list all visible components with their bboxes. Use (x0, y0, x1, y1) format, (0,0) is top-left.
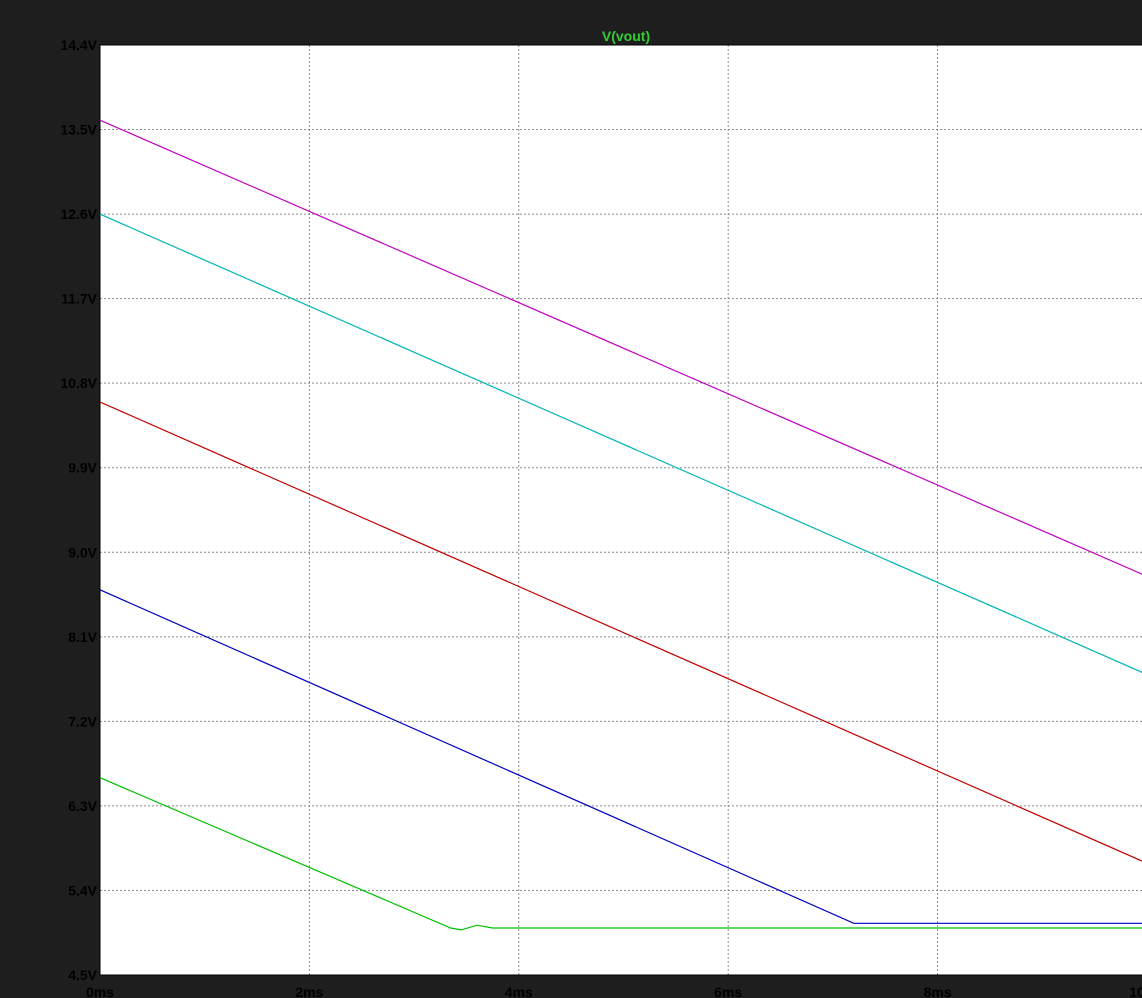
trace-4[interactable] (99, 213, 1142, 914)
y-tick-label: 9.0V (68, 544, 97, 560)
x-tick-label: 6ms (714, 984, 742, 998)
y-tick-label: 12.6V (60, 206, 97, 222)
trace-3[interactable] (99, 401, 1142, 919)
trace-2[interactable] (99, 589, 1142, 924)
y-tick-label: 4.5V (68, 967, 97, 983)
trace-1[interactable] (99, 777, 1142, 931)
x-tick-label: 0ms (86, 984, 114, 998)
vertical-gridlines (308, 45, 939, 975)
plot-area[interactable] (100, 45, 1142, 975)
x-tick-label: 8ms (924, 984, 952, 998)
y-tick-label: 9.9V (68, 460, 97, 476)
y-axis-tick-labels: 4.5V 5.4V 6.3V 7.2V 8.1V 9.0V 9.9V 10.8V 11.7V 12… (60, 37, 97, 983)
x-tick-label: 4ms (505, 984, 533, 998)
y-tick-label: 10.8V (60, 375, 97, 391)
y-tick-label: 13.5V (60, 122, 97, 138)
trace-group (99, 119, 1142, 931)
y-tick-label: 11.7V (61, 291, 97, 307)
y-tick-label: 8.1V (68, 629, 97, 645)
trace-title[interactable]: V(vout) (602, 28, 650, 44)
y-tick-label: 14.4V (60, 37, 97, 53)
trace-5[interactable] (99, 119, 1142, 909)
y-tick-label: 7.2V (68, 713, 97, 729)
x-axis-tick-labels: 0ms2ms4ms6ms8ms10ms12ms14ms16ms18ms20ms (86, 984, 1142, 998)
horizontal-gridlines (100, 129, 1142, 891)
y-tick-label: 6.3V (68, 798, 97, 814)
y-tick-label: 5.4V (68, 882, 97, 898)
x-tick-label: 2ms (295, 984, 323, 998)
x-tick-label: 10ms (1129, 984, 1142, 998)
